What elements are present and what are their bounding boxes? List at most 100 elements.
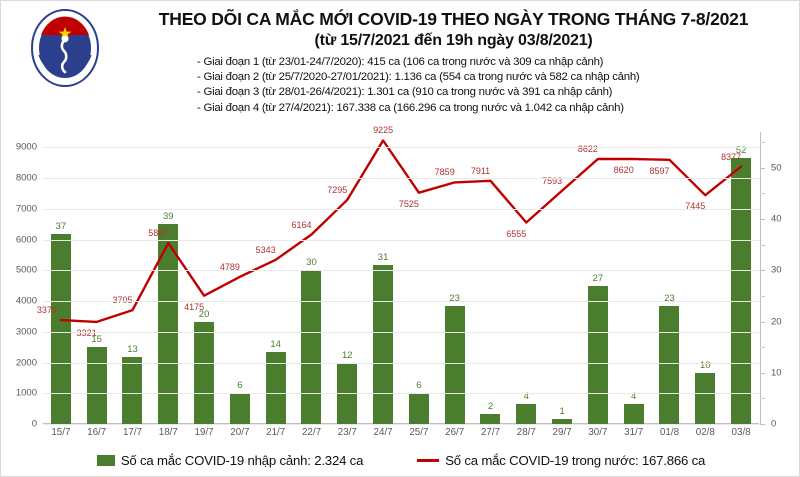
x-axis-tick-label: 01/8	[659, 427, 680, 438]
bar-value-label: 6	[237, 380, 243, 392]
line-value-label: 5343	[255, 244, 276, 255]
x-axis-tick-label: 19/7	[194, 427, 214, 438]
y-axis-left-tick: 5000	[15, 264, 37, 276]
bar	[444, 306, 465, 424]
bar-value-label: 13	[127, 344, 138, 356]
y-axis-left-tick: 1000	[15, 387, 37, 399]
x-axis-tick-label: 18/7	[158, 427, 178, 438]
bar	[265, 352, 286, 424]
bar-value-label: 37	[55, 221, 67, 233]
x-axis-tick-label: 02/8	[695, 427, 715, 438]
bar-value-label: 23	[449, 293, 460, 305]
right-minor-tick-mark	[762, 244, 765, 246]
y-axis-right-tick: 10	[771, 367, 782, 379]
bar-series-layer: 37 15 13 39 20 6 14 30 12 31 6 23 2 4 1 27 4 23 10 52	[43, 132, 759, 424]
bar	[659, 306, 680, 424]
bar	[86, 347, 107, 424]
line-value-label: 8622	[577, 143, 598, 154]
bar-value-label: 52	[735, 144, 747, 156]
line-value-label: 8597	[649, 165, 670, 176]
bar-value-label: 39	[163, 211, 174, 223]
x-axis-tick-label: 23/7	[337, 427, 357, 438]
bar-column	[473, 132, 509, 424]
bar-column	[508, 132, 544, 424]
line-series-layer	[59, 139, 743, 324]
line-path	[59, 139, 743, 324]
x-axis-tick-label: 21/7	[266, 427, 286, 438]
gridline	[43, 424, 759, 425]
bar-value-label: 6	[416, 380, 422, 392]
bar-column	[115, 132, 151, 424]
bar	[301, 270, 322, 424]
bar-column	[150, 132, 186, 424]
bar-column	[437, 132, 473, 424]
line-value-label: 6555	[506, 228, 527, 239]
line-value-label: 3379	[36, 305, 57, 316]
chart-subtitle: (từ 15/7/2021 đến 19h ngày 03/8/2021)	[314, 32, 593, 49]
bar	[587, 285, 608, 424]
phase-summary-list: - Giai đoạn 1 (từ 23/01-24/7/2020): 415 …	[197, 55, 797, 116]
x-axis-tick-label: 29/7	[552, 427, 572, 438]
legend-imported-label: Số ca mắc COVID-19 nhập cảnh: 2.324 ca	[120, 452, 364, 468]
bar-value-label: 27	[592, 272, 604, 284]
chart-title: THEO DÕI CA MẮC MỚI COVID-19 THEO NGÀY T…	[158, 9, 749, 29]
legend-domestic-label: Số ca mắc COVID-19 trong nước: 167.866 c…	[445, 452, 706, 468]
bar-column	[401, 132, 437, 424]
bar	[229, 393, 250, 424]
gridline	[43, 393, 759, 395]
bar	[731, 157, 752, 424]
bar-column	[222, 132, 258, 424]
gridline	[43, 331, 759, 333]
line-value-label: 4789	[219, 261, 240, 272]
right-minor-tick-mark	[762, 347, 765, 349]
plot-canvas: 37 15 13 39 20 6 14 30 12 31 6 23 2 4 1 27 4 23 10 52 3379 3…	[37, 125, 765, 425]
right-tick-mark	[760, 219, 765, 221]
bar-value-label: 4	[523, 390, 529, 402]
x-axis-tick-label: 27/7	[480, 427, 501, 438]
x-axis-tick-label: 30/7	[588, 427, 608, 438]
x-axis-tick-label: 26/7	[445, 427, 465, 438]
right-tick-mark	[760, 270, 765, 272]
bar-value-label: 1	[559, 405, 565, 417]
bar-column	[723, 132, 759, 424]
x-axis-tick-label: 24/7	[373, 427, 393, 438]
x-axis-tick-label: 03/8	[731, 427, 751, 438]
bar-value-label: 31	[377, 252, 389, 264]
y-axis-right-tick: 40	[771, 213, 782, 225]
bar	[50, 234, 71, 424]
legend-bar-swatch-icon	[96, 454, 115, 466]
gridline	[43, 178, 759, 180]
gridline	[43, 208, 759, 210]
line-value-label: 9225	[373, 125, 394, 136]
line-value-label: 6164	[291, 219, 312, 230]
legend-item-domestic: Số ca mắc COVID-19 trong nước: 167.866 c…	[417, 453, 705, 468]
legend-line-swatch-icon	[417, 458, 440, 462]
x-axis-line	[43, 423, 759, 424]
line-value-label: 3321	[76, 327, 97, 338]
gridline	[43, 362, 759, 364]
line-value-label: 4175	[184, 301, 205, 312]
bar-value-label: 20	[198, 308, 210, 320]
bar	[408, 393, 429, 424]
y-axis-right-tick: 30	[771, 264, 782, 276]
x-axis-tick-label: 25/7	[409, 427, 429, 438]
right-tick-mark	[760, 321, 765, 323]
y-axis-left-tick: 9000	[15, 141, 37, 153]
bar	[623, 403, 644, 424]
bar-value-label: 12	[342, 349, 353, 361]
y-axis-left: 0 1000 2000 3000 4000 5000 6000 7000 8000 9000	[1, 127, 41, 442]
x-axis-tick-label: 17/7	[122, 427, 143, 438]
chart-legend: Số ca mắc COVID-19 nhập cảnh: 2.324 ca S…	[1, 447, 800, 473]
phase-line-3: - Giai đoạn 3 (từ 28/01-26/4/2021): 1.30…	[197, 86, 613, 99]
line-value-label: 7445	[685, 201, 706, 212]
phase-line-2: - Giai đoạn 2 (từ 25/7/2020-27/01/2021):…	[197, 71, 640, 84]
y-axis-left-tick: 0	[31, 418, 37, 430]
y-axis-right-tick: 0	[771, 418, 777, 430]
gridline	[43, 301, 759, 303]
bar	[480, 413, 501, 424]
right-minor-tick-mark	[762, 398, 765, 400]
phase-line-1: - Giai đoạn 1 (từ 23/01-24/7/2020): 415 …	[197, 56, 604, 68]
bar-value-label: 10	[700, 359, 711, 371]
bar-column	[365, 132, 401, 424]
